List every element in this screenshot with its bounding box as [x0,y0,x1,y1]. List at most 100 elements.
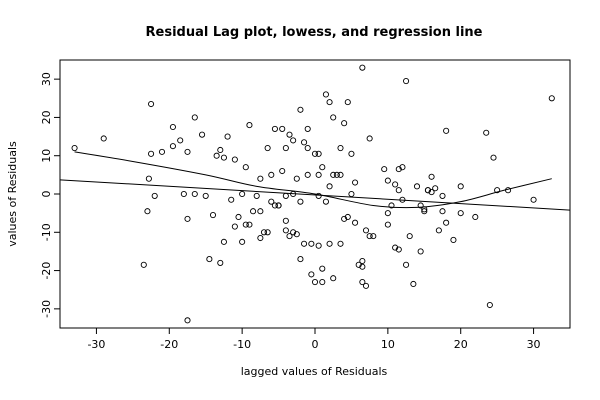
data-point [388,202,395,209]
data-point [403,261,410,268]
x-tick-label: 10 [381,338,395,351]
scatter-points [71,64,555,324]
data-point [217,146,224,154]
data-point [242,164,249,171]
data-point [359,279,366,286]
data-point [399,164,406,171]
x-axis: -30 -20 -10 0 10 20 30 [87,328,541,351]
x-tick-label: 30 [527,338,541,351]
data-point [330,171,337,178]
data-point [359,257,366,265]
data-point [217,259,224,266]
chart-title: Residual Lag plot, lowess, and regressio… [146,25,483,40]
data-point [297,106,304,113]
data-point [362,282,370,289]
data-point [381,166,388,173]
y-tick-label: 20 [40,110,53,124]
data-point [231,223,238,230]
data-point [319,265,326,272]
data-point [439,192,446,199]
data-point [322,198,329,205]
data-point [148,150,155,157]
data-point [293,231,300,238]
data-point [290,137,297,144]
data-point [169,143,176,150]
data-point [268,171,275,178]
y-tick-label: -20 [40,262,53,280]
data-point [246,221,253,228]
lowess-line [74,151,552,209]
data-point [472,213,479,221]
data-point [435,227,442,234]
data-point [257,234,264,242]
y-tick-label: -10 [40,223,53,241]
data-point [271,202,278,209]
data-point [231,156,238,163]
y-tick-label: -30 [40,300,53,318]
data-point [293,175,300,182]
data-point [315,242,322,249]
x-tick-label: -10 [233,338,251,351]
data-point [341,215,348,222]
data-point [417,248,424,255]
data-point [337,240,344,247]
data-point [395,166,402,173]
data-point [428,189,435,196]
data-point [242,221,249,228]
data-point [191,114,198,121]
data-point [362,227,370,234]
data-point [286,131,293,138]
data-point [355,261,362,268]
data-point [220,238,227,245]
data-point [290,229,297,236]
data-point [184,148,191,155]
data-point [282,192,289,199]
data-point [228,196,235,203]
x-tick-label: 20 [454,338,468,351]
data-point [341,120,348,127]
data-point [220,154,227,161]
data-point [494,187,501,194]
data-point [483,129,490,136]
data-point [530,196,537,203]
data-point [304,171,311,178]
x-tick-label: 0 [312,338,319,351]
data-point [384,210,391,217]
data-point [250,208,257,215]
data-point [301,240,308,247]
data-point [71,145,78,152]
data-point [330,114,337,121]
data-point [239,190,246,198]
data-point [319,279,326,286]
data-point [158,148,166,155]
data-point [224,133,231,140]
data-point [490,154,497,161]
data-point [326,99,333,106]
data-point [180,190,187,198]
data-point [257,175,264,182]
data-point [145,175,152,182]
data-point [169,123,176,131]
data-point [417,202,424,209]
data-point [344,99,351,106]
data-point [304,145,311,152]
data-point [359,64,366,71]
data-point [366,135,373,142]
data-point [297,198,304,205]
data-point [348,190,355,198]
data-point [450,236,457,243]
data-point [253,192,260,199]
data-point [246,122,253,129]
x-tick-label: -30 [87,338,105,351]
data-point [264,145,271,152]
data-point [548,95,555,102]
data-point [443,127,450,134]
data-point [297,256,304,263]
data-point [486,301,493,309]
data-point [315,171,322,178]
data-point [301,139,308,146]
data-point [344,213,351,221]
data-point [140,261,147,268]
data-point [239,238,246,245]
data-point [424,187,431,194]
